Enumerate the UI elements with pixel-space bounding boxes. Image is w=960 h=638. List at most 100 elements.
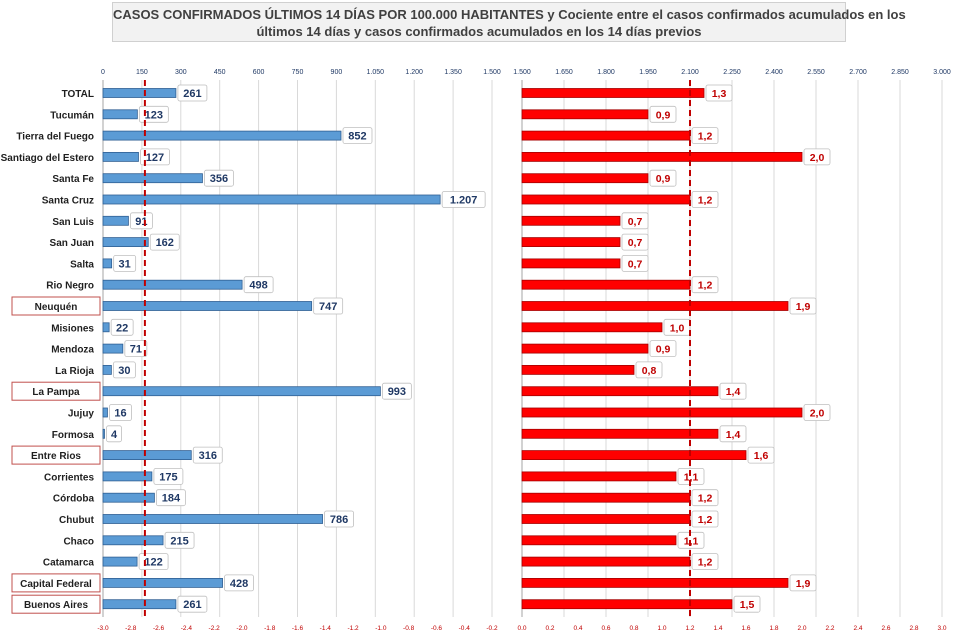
left-value-label-box <box>113 254 137 272</box>
right-bottom-tick-label: 0.6 <box>601 625 610 632</box>
right-value-label: 1,9 <box>796 578 811 590</box>
right-value-label: 1,2 <box>698 195 713 207</box>
chart-title: CASOS CONFIRMADOS ÚLTIMOS 14 DÍAS POR 10… <box>112 2 906 42</box>
right-top-tick-label: 2.550 <box>807 69 825 76</box>
right-bar <box>521 386 719 397</box>
left-value-label: 852 <box>348 131 366 143</box>
right-value-label-box <box>691 276 719 294</box>
left-value-label-box <box>110 318 134 336</box>
left-value-label: 1.207 <box>450 195 478 207</box>
right-bottom-tick-label: 2.8 <box>909 625 918 632</box>
category-label: Santa Cruz <box>42 196 94 207</box>
left-value-label: 316 <box>199 450 217 462</box>
left-value-label: 22 <box>116 322 128 334</box>
left-bar <box>102 301 313 311</box>
category-label: Jujuy <box>68 409 95 420</box>
right-top-tick-label: 2.250 <box>723 69 741 76</box>
category-label: TOTAL <box>62 89 94 100</box>
right-top-tick-label: 2.400 <box>765 69 783 76</box>
left-value-label-box <box>155 489 186 507</box>
right-value-label-box <box>649 169 677 187</box>
left-bar <box>102 215 129 226</box>
right-value-label-box <box>621 212 649 230</box>
right-bar <box>521 599 733 610</box>
right-bar <box>521 151 803 162</box>
category-label: Mendoza <box>51 345 94 356</box>
left-bottom-tick-label: -1.4 <box>320 625 332 632</box>
right-bottom-tick-label: 0.0 <box>517 625 526 632</box>
left-bar <box>102 514 323 524</box>
left-value-label-box <box>177 595 208 613</box>
right-value-label-box <box>803 148 831 166</box>
left-top-tick-label: 1.500 <box>483 69 501 76</box>
right-top-tick-label: 2.100 <box>681 69 699 76</box>
left-value-label-box <box>140 148 170 166</box>
left-bar <box>102 130 342 141</box>
left-value-label: 993 <box>388 386 406 398</box>
right-bar <box>521 194 691 205</box>
left-bar <box>102 578 223 588</box>
left-top-tick-label: 1.200 <box>405 69 423 76</box>
left-top-tick-label: 150 <box>136 69 148 76</box>
left-value-label-box <box>177 84 208 102</box>
category-label: Santa Fe <box>52 174 94 185</box>
left-value-label-box <box>164 531 195 549</box>
right-value-label: 0,8 <box>642 365 657 377</box>
left-value-label: 428 <box>230 578 248 590</box>
right-bar <box>521 173 649 184</box>
left-value-label-box <box>109 404 132 421</box>
left-bottom-tick-label: -2.6 <box>153 625 165 632</box>
right-value-label-box <box>691 553 719 570</box>
right-value-label: 1,1 <box>684 535 699 547</box>
left-bottom-tick-label: -2.4 <box>181 625 193 632</box>
right-bottom-tick-label: 1.0 <box>657 625 666 632</box>
left-value-label-box <box>138 105 169 123</box>
left-bar <box>102 428 105 439</box>
right-value-label: 1,9 <box>796 301 811 313</box>
left-value-label: 184 <box>162 493 181 505</box>
left-value-label: 4 <box>111 429 118 441</box>
left-bar <box>102 279 243 290</box>
left-value-label: 261 <box>183 88 201 100</box>
right-bar <box>521 279 691 290</box>
category-label: San Luis <box>52 217 94 228</box>
left-bottom-tick-label: -1.2 <box>347 625 359 632</box>
left-value-label-box <box>204 169 234 187</box>
right-value-label: 1,6 <box>754 450 769 462</box>
right-value-label-box <box>649 105 677 123</box>
right-value-label: 2,0 <box>810 408 825 420</box>
category-highlight-box <box>11 573 101 593</box>
right-bar <box>521 514 691 524</box>
right-value-label-box <box>691 191 719 208</box>
right-bar <box>521 578 789 588</box>
left-bar <box>102 471 153 482</box>
category-label: Entre Rios <box>31 451 81 462</box>
right-top-tick-label: 1.650 <box>555 69 573 76</box>
category-label: Córdoba <box>53 494 95 505</box>
left-bottom-tick-label: -0.8 <box>403 625 415 632</box>
left-top-tick-label: 600 <box>253 69 265 76</box>
right-bottom-tick-label: 0.4 <box>573 625 582 632</box>
left-value-label: 498 <box>249 280 267 292</box>
category-highlight-box <box>11 381 101 401</box>
left-top-tick-label: 450 <box>214 69 226 76</box>
left-bottom-tick-label: -1.8 <box>264 625 276 632</box>
right-bar <box>521 322 663 333</box>
right-value-label-box <box>649 340 677 358</box>
right-value-label: 0,9 <box>656 344 671 356</box>
left-value-label: 356 <box>210 173 228 185</box>
right-bar <box>521 109 649 120</box>
right-value-label: 1,5 <box>740 599 755 611</box>
right-top-tick-label: 2.850 <box>891 69 909 76</box>
category-label: San Juan <box>50 238 94 249</box>
right-value-label-box <box>789 574 817 592</box>
right-value-label-box <box>691 127 719 144</box>
left-value-label-box <box>153 467 184 485</box>
left-value-label: 175 <box>159 471 177 483</box>
right-bottom-tick-label: 3.0 <box>937 625 946 632</box>
right-value-label: 1,2 <box>698 557 713 569</box>
right-value-label-box <box>719 382 747 400</box>
left-top-tick-label: 900 <box>331 69 343 76</box>
right-value-label-box <box>621 254 649 272</box>
